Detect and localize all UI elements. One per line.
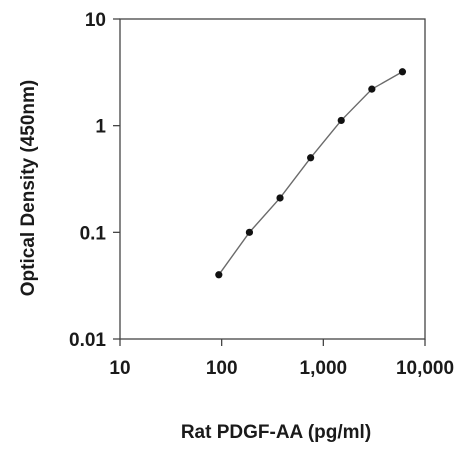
y-axis-ticks — [113, 18, 120, 340]
x-tick-label: 1,000 — [300, 358, 348, 379]
x-tick-label: 100 — [206, 358, 238, 379]
y-tick-label: 10 — [85, 10, 106, 31]
x-tick-label: 10,000 — [396, 358, 454, 379]
data-point — [307, 154, 315, 162]
plot-border — [119, 18, 426, 340]
y-tick-label: 1 — [95, 117, 106, 138]
x-tick-label: 10 — [109, 358, 130, 379]
y-axis-title: Optical Density (450nm) — [18, 80, 39, 296]
plot-area — [119, 18, 426, 340]
series-line — [218, 71, 403, 276]
data-point — [337, 116, 345, 125]
x-axis-ticks — [119, 339, 426, 346]
x-axis-title: Rat PDGF-AA (pg/ml) — [181, 422, 371, 443]
y-tick-label: 0.1 — [80, 223, 107, 244]
data-point — [368, 85, 376, 93]
data-point — [276, 194, 284, 202]
data-point — [398, 68, 407, 76]
data-point — [215, 271, 223, 279]
y-tick-label: 0.01 — [69, 330, 106, 351]
data-point — [245, 228, 254, 236]
series-layer — [215, 68, 407, 279]
